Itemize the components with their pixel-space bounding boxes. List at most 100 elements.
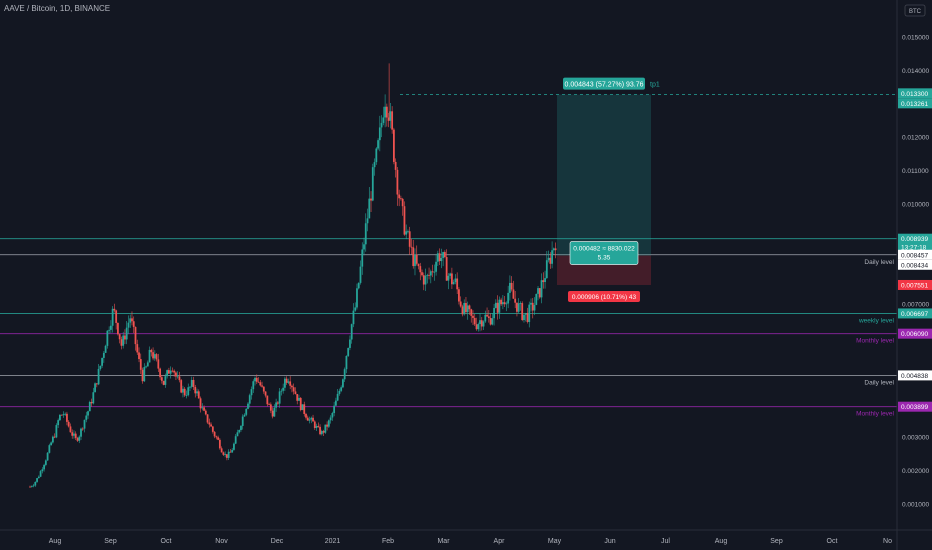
candle-body: [227, 451, 230, 458]
info-line-2: 5.35: [598, 255, 611, 262]
candle-body: [501, 302, 504, 305]
candle-body: [180, 380, 183, 393]
candle-body: [489, 318, 492, 325]
candle-body: [487, 316, 490, 319]
candle-body: [99, 365, 102, 369]
candle-body: [264, 391, 267, 396]
candle-body: [514, 298, 517, 303]
y-tick-label: 0.011000: [902, 168, 929, 175]
candle-body: [484, 314, 487, 322]
x-tick-label: 2021: [325, 538, 341, 545]
candle-body: [224, 454, 227, 455]
candle-body: [517, 303, 520, 312]
stop-label-box: [568, 290, 640, 302]
candle-body: [80, 428, 82, 437]
profit-zone: [557, 94, 651, 256]
candle-body: [377, 140, 379, 149]
candle-body: [81, 428, 84, 430]
position-tool[interactable]: 0.004843 (57.27%) 93.76 tp1 0.000482 ≈ 883…: [400, 77, 897, 302]
candle-body: [238, 429, 241, 433]
candle-body: [73, 433, 75, 436]
candle-body: [247, 403, 249, 409]
candle-body: [384, 106, 387, 118]
price-tag-label: 0.008434: [901, 262, 928, 269]
candle-body: [421, 272, 423, 276]
level-label: Monthly level: [856, 338, 894, 345]
candle-body: [43, 464, 45, 470]
candle-body: [37, 476, 40, 479]
candle-body: [424, 275, 427, 285]
candle-body: [442, 252, 445, 258]
candle-body: [92, 392, 95, 404]
target-label: 0.004843 (57.27%) 93.76: [564, 82, 643, 89]
candle-body: [450, 273, 453, 285]
candle-body: [342, 379, 344, 388]
candle-body: [164, 376, 167, 385]
x-tick-label: Dec: [271, 538, 284, 545]
candle-body: [482, 321, 485, 327]
candle-body: [138, 352, 140, 360]
candle-body: [296, 394, 299, 401]
candle-body: [486, 314, 488, 317]
candle-body: [257, 381, 260, 383]
currency-label: BTC: [909, 9, 922, 15]
candle-body: [292, 387, 295, 392]
candle-body: [204, 410, 207, 415]
candle-body: [505, 303, 508, 305]
candle-body: [496, 302, 499, 313]
candle-body: [345, 355, 348, 370]
candle-body: [336, 393, 339, 401]
x-tick-label: Aug: [715, 538, 728, 545]
candle-body: [171, 370, 174, 372]
candle-body: [412, 247, 415, 267]
x-tick-label: Sep: [770, 538, 783, 545]
candle-body: [410, 246, 413, 248]
candle-body: [456, 278, 459, 290]
candle-body: [41, 469, 44, 472]
candle-body: [433, 271, 436, 273]
candle-body: [248, 395, 251, 404]
candle-body: [132, 321, 135, 327]
candle-body: [382, 117, 385, 123]
candle-body: [429, 271, 432, 276]
x-tick-label: No: [883, 538, 892, 545]
candle-body: [378, 127, 381, 141]
candle-body: [343, 369, 346, 380]
level-label: Daily level: [864, 259, 894, 266]
candle-body: [507, 292, 510, 304]
x-tick-label: Feb: [382, 538, 394, 545]
price-tag: [898, 308, 932, 319]
price-tag-label: 0.004838: [901, 373, 928, 380]
candle-body: [389, 111, 392, 121]
price-tag-label: 0.008457: [901, 252, 928, 259]
candle-body: [528, 304, 531, 322]
candle-body: [291, 385, 293, 388]
candle-body: [329, 417, 332, 421]
candle-body: [385, 106, 388, 118]
candle-body: [419, 266, 422, 273]
y-tick-label: 0.012000: [902, 135, 929, 142]
level-label: weekly level: [858, 317, 895, 324]
candle-body: [547, 257, 550, 261]
candle-body: [364, 223, 367, 245]
candle-body: [222, 452, 225, 455]
candle-body: [472, 315, 474, 318]
x-tick-label: Oct: [161, 538, 172, 545]
x-tick-label: May: [548, 538, 562, 545]
candle-body: [143, 367, 146, 382]
candle-body: [535, 293, 538, 305]
candle-body: [438, 253, 441, 262]
candle-body: [531, 302, 534, 311]
candle-body: [500, 299, 503, 305]
candle-body: [278, 391, 281, 404]
candle-body: [498, 299, 501, 313]
price-tag-label: 0.008939: [901, 236, 928, 243]
x-tick-label: Aug: [49, 538, 62, 545]
candle-body: [268, 404, 270, 406]
candle-body: [398, 194, 401, 199]
candle-body: [426, 274, 429, 276]
candle-body: [108, 329, 111, 331]
candle-body: [102, 352, 105, 358]
candle-body: [169, 370, 172, 374]
